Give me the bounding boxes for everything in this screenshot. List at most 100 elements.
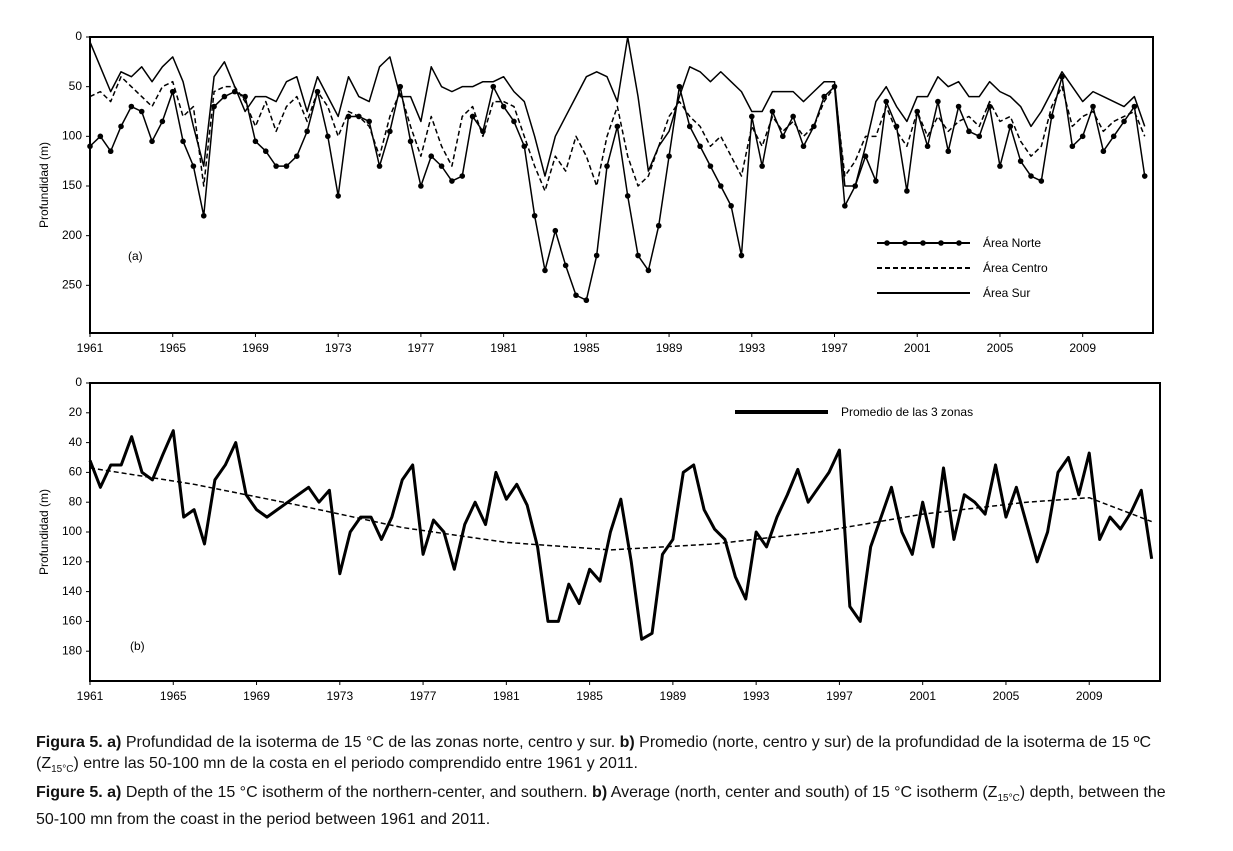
series-marker xyxy=(1131,103,1138,110)
y-tick-label: 0 xyxy=(75,29,82,43)
x-tick-label: 1961 xyxy=(77,341,104,355)
series-marker xyxy=(262,148,269,155)
caption-text: ) entre las 50-100 mn de la costa en el … xyxy=(73,755,638,772)
series-marker xyxy=(645,267,652,274)
series-marker xyxy=(438,163,445,169)
series-marker xyxy=(904,188,910,194)
series-marker xyxy=(655,222,662,229)
x-tick-label: 1993 xyxy=(738,341,765,355)
x-tick-label: 1989 xyxy=(660,689,687,703)
x-tick-label: 1989 xyxy=(656,341,683,355)
legend-marker xyxy=(938,240,944,246)
x-tick-label: 1965 xyxy=(160,689,187,703)
y-tick-label: 140 xyxy=(62,584,82,598)
series-marker xyxy=(914,108,921,115)
caption-label: Figure 5. xyxy=(36,784,103,801)
x-tick-label: 2009 xyxy=(1069,341,1096,355)
series-marker xyxy=(552,227,559,234)
y-tick-label: 100 xyxy=(62,524,82,538)
series-marker xyxy=(955,103,962,110)
series-marker xyxy=(366,118,372,125)
series-marker xyxy=(500,103,507,110)
series-marker xyxy=(986,103,993,110)
series-marker xyxy=(469,113,476,120)
x-tick-label: 2001 xyxy=(904,341,931,355)
series-marker xyxy=(138,108,145,115)
series-marker xyxy=(294,153,300,159)
caption-es: Figura 5. a) Profundidad de la isoterma … xyxy=(36,732,1176,780)
series-marker xyxy=(242,93,248,100)
x-tick-label: 1985 xyxy=(573,341,600,355)
x-tick-label: 1973 xyxy=(326,689,353,703)
series-marker xyxy=(542,267,548,274)
x-tick-label: 1993 xyxy=(743,689,770,703)
series-line xyxy=(89,75,1146,192)
y-tick-label: 160 xyxy=(62,614,82,628)
series-marker xyxy=(800,143,807,150)
series-line xyxy=(89,36,1146,187)
series-marker xyxy=(728,203,734,209)
series-marker xyxy=(376,163,383,169)
caption-b: b) xyxy=(619,734,635,751)
series-marker xyxy=(1079,133,1086,140)
caption-sub: 15°C xyxy=(997,793,1020,805)
series-marker xyxy=(924,143,931,150)
x-tick-label: 1981 xyxy=(490,341,517,355)
series-marker xyxy=(407,138,414,145)
legend-marker xyxy=(956,240,962,246)
series-marker xyxy=(976,133,983,140)
legend-marker xyxy=(884,240,890,246)
y-tick-label: 150 xyxy=(62,178,82,192)
series-line xyxy=(88,429,1154,641)
series-marker xyxy=(686,123,693,130)
series-marker xyxy=(1038,178,1045,184)
series-marker xyxy=(945,148,952,155)
series-marker xyxy=(418,183,424,189)
caption-text: Depth of the 15 °C isotherm of the north… xyxy=(121,784,593,801)
y-tick-label: 40 xyxy=(69,435,83,449)
x-tick-label: 1961 xyxy=(77,689,104,703)
x-tick-label: 1981 xyxy=(493,689,520,703)
series-marker xyxy=(583,297,590,304)
caption-text: Profundidad de la isoterma de 15 °C de l… xyxy=(121,734,620,751)
x-tick-label: 1969 xyxy=(243,689,270,703)
panel-label: (a) xyxy=(128,249,143,263)
series-marker xyxy=(200,212,207,219)
series-marker xyxy=(676,83,683,90)
series-marker xyxy=(573,292,579,299)
series-marker xyxy=(1028,173,1034,179)
x-tick-label: 1969 xyxy=(242,341,269,355)
x-tick-label: 1977 xyxy=(410,689,437,703)
series-marker xyxy=(1141,173,1148,179)
caption-a: a) xyxy=(107,784,122,801)
series-marker xyxy=(790,113,796,120)
series-marker xyxy=(1007,123,1014,130)
x-tick-label: 2005 xyxy=(987,341,1014,355)
series-marker xyxy=(862,153,869,159)
legend-label: Promedio de las 3 zonas xyxy=(841,405,973,419)
series-marker xyxy=(397,83,404,90)
series-marker xyxy=(593,252,600,259)
y-axis-label: Profundidad (m) xyxy=(37,489,51,575)
series-marker xyxy=(118,123,124,130)
series-marker xyxy=(966,128,972,135)
x-tick-label: 1973 xyxy=(325,341,352,355)
series-marker xyxy=(842,203,848,209)
caption-text: Average (north, center and south) of 15 … xyxy=(607,784,998,801)
legend-label: Área Centro xyxy=(983,260,1048,275)
x-tick-label: 1997 xyxy=(826,689,853,703)
series-marker xyxy=(748,113,755,120)
y-tick-label: 250 xyxy=(62,277,82,291)
series-marker xyxy=(1110,133,1117,140)
series-marker xyxy=(387,128,393,135)
series-marker xyxy=(531,212,538,219)
series-marker xyxy=(614,123,621,130)
series-marker xyxy=(997,163,1003,169)
series-marker xyxy=(717,183,724,189)
legend-marker xyxy=(920,240,926,246)
series-marker xyxy=(190,163,197,169)
plot-frame xyxy=(89,36,1154,334)
y-tick-label: 100 xyxy=(62,129,82,143)
